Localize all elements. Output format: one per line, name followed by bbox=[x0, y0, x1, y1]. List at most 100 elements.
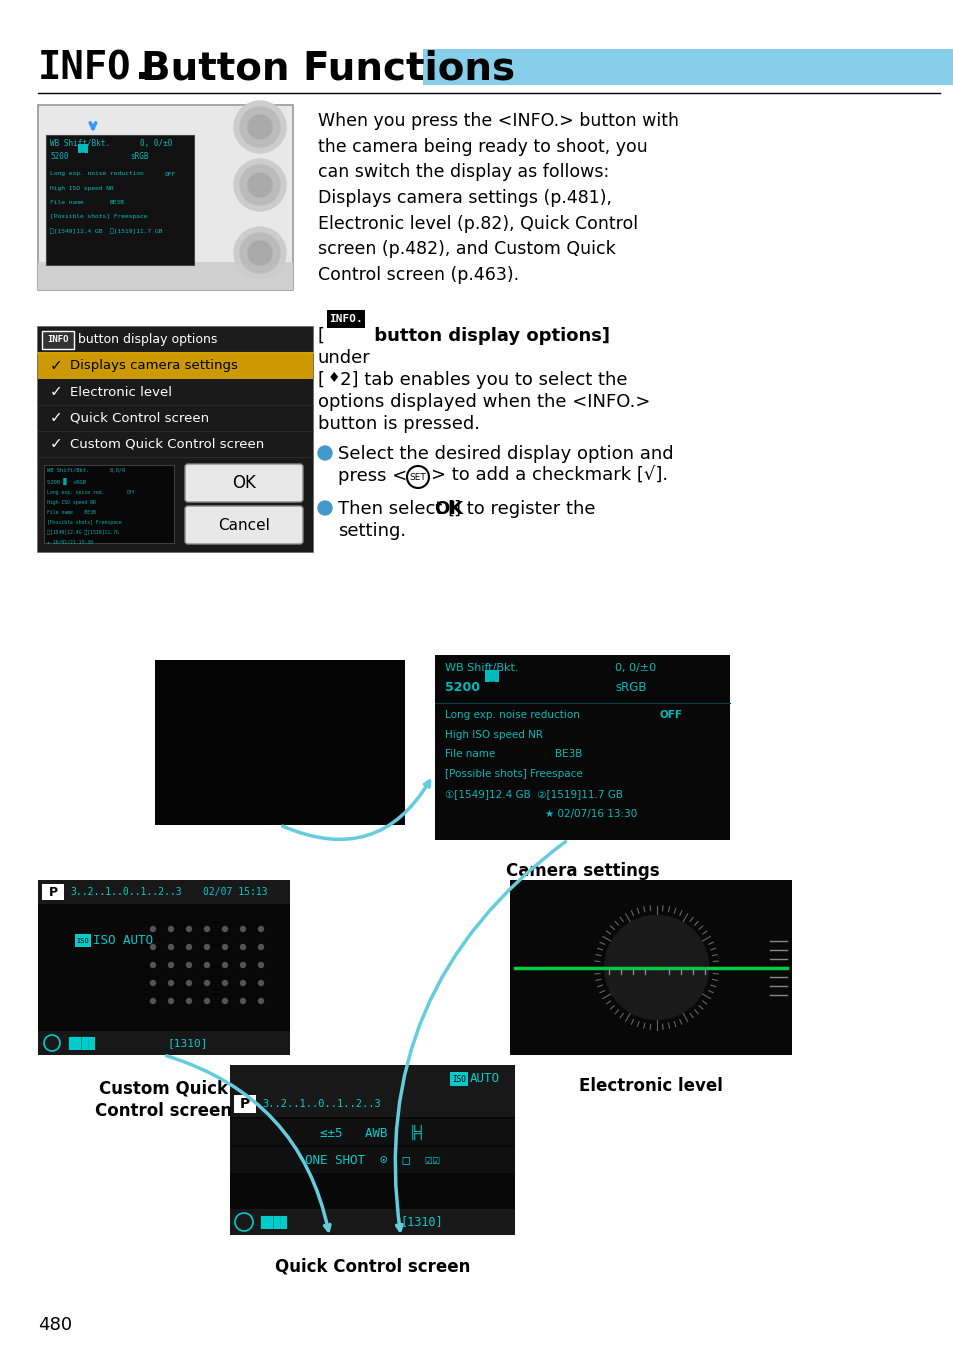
Text: ] to register the: ] to register the bbox=[454, 500, 595, 518]
FancyBboxPatch shape bbox=[154, 660, 405, 824]
Text: > to add a checkmark [√].: > to add a checkmark [√]. bbox=[431, 467, 667, 486]
Text: Custom Quick Control screen: Custom Quick Control screen bbox=[70, 437, 264, 451]
Circle shape bbox=[151, 981, 155, 986]
Circle shape bbox=[204, 998, 210, 1003]
Text: Then select [: Then select [ bbox=[337, 500, 455, 518]
Circle shape bbox=[240, 981, 245, 986]
FancyBboxPatch shape bbox=[38, 262, 293, 291]
Text: ①[1549]12.4G ②[1519]11.7G: ①[1549]12.4G ②[1519]11.7G bbox=[47, 530, 119, 535]
Circle shape bbox=[240, 944, 245, 950]
FancyBboxPatch shape bbox=[185, 464, 303, 502]
Circle shape bbox=[151, 963, 155, 967]
Circle shape bbox=[240, 963, 245, 967]
FancyBboxPatch shape bbox=[230, 1065, 515, 1235]
Text: Long exp. noise reduction: Long exp. noise reduction bbox=[50, 172, 144, 176]
Text: sRGB: sRGB bbox=[130, 152, 149, 161]
Circle shape bbox=[204, 927, 210, 932]
Text: Long exp. noise reduction: Long exp. noise reduction bbox=[444, 710, 579, 720]
Text: options displayed when the <INFO.>: options displayed when the <INFO.> bbox=[317, 393, 650, 412]
Text: File name: File name bbox=[50, 200, 84, 204]
Text: press <: press < bbox=[337, 467, 407, 486]
FancyBboxPatch shape bbox=[185, 506, 303, 543]
Circle shape bbox=[151, 927, 155, 932]
Text: ONE SHOT  ⊙  □  ☑☑: ONE SHOT ⊙ □ ☑☑ bbox=[305, 1154, 439, 1166]
Circle shape bbox=[186, 998, 192, 1003]
FancyBboxPatch shape bbox=[230, 1119, 515, 1145]
Circle shape bbox=[222, 927, 227, 932]
FancyBboxPatch shape bbox=[38, 327, 313, 352]
Text: AUTO: AUTO bbox=[470, 1072, 499, 1085]
Circle shape bbox=[258, 927, 263, 932]
Circle shape bbox=[258, 998, 263, 1003]
Circle shape bbox=[222, 981, 227, 986]
Text: ♦: ♦ bbox=[328, 371, 340, 385]
FancyBboxPatch shape bbox=[422, 48, 952, 85]
Text: OK: OK bbox=[232, 473, 255, 492]
Text: K: K bbox=[489, 681, 494, 690]
Text: File name    BE3B: File name BE3B bbox=[47, 510, 95, 515]
FancyBboxPatch shape bbox=[230, 1147, 515, 1173]
Circle shape bbox=[248, 174, 272, 196]
Circle shape bbox=[169, 998, 173, 1003]
Circle shape bbox=[169, 927, 173, 932]
FancyBboxPatch shape bbox=[42, 884, 64, 900]
Text: P: P bbox=[49, 885, 57, 898]
Text: Quick Control screen: Quick Control screen bbox=[70, 412, 209, 425]
FancyBboxPatch shape bbox=[230, 1209, 515, 1235]
Text: Select the desired display option and: Select the desired display option and bbox=[337, 445, 673, 463]
Text: BE3B: BE3B bbox=[555, 749, 581, 760]
FancyBboxPatch shape bbox=[230, 1065, 515, 1091]
Text: 0, 0/±0: 0, 0/±0 bbox=[140, 139, 172, 148]
Text: High ISO speed NR: High ISO speed NR bbox=[47, 500, 95, 504]
Text: ★ 16/01/21 13:30: ★ 16/01/21 13:30 bbox=[47, 539, 92, 545]
FancyBboxPatch shape bbox=[327, 309, 365, 328]
Circle shape bbox=[186, 963, 192, 967]
Text: Camera settings: Camera settings bbox=[505, 862, 659, 880]
FancyBboxPatch shape bbox=[38, 880, 290, 1054]
Text: K: K bbox=[81, 152, 85, 157]
Circle shape bbox=[169, 944, 173, 950]
FancyBboxPatch shape bbox=[46, 134, 193, 265]
Text: WB Shift/Bkt.: WB Shift/Bkt. bbox=[47, 468, 90, 473]
FancyBboxPatch shape bbox=[38, 327, 313, 551]
FancyBboxPatch shape bbox=[450, 1072, 468, 1085]
Circle shape bbox=[233, 227, 286, 278]
Circle shape bbox=[204, 981, 210, 986]
Text: [Possible shots] Freespace: [Possible shots] Freespace bbox=[47, 521, 122, 525]
Text: 2] tab enables you to select the: 2] tab enables you to select the bbox=[339, 371, 627, 389]
Text: 0,0/0: 0,0/0 bbox=[110, 468, 126, 473]
Circle shape bbox=[151, 998, 155, 1003]
Circle shape bbox=[169, 981, 173, 986]
Text: button display options]: button display options] bbox=[368, 327, 609, 346]
Text: ①[1549]12.4 GB  ②[1519]11.7 GB: ①[1549]12.4 GB ②[1519]11.7 GB bbox=[444, 790, 622, 799]
Text: Off: Off bbox=[127, 490, 135, 495]
Text: ★ 02/07/16 13:30: ★ 02/07/16 13:30 bbox=[544, 808, 637, 819]
Text: [1310]: [1310] bbox=[168, 1038, 209, 1048]
Text: ISO: ISO bbox=[76, 937, 90, 944]
Text: High ISO speed NR: High ISO speed NR bbox=[444, 729, 542, 740]
Text: Button Functions: Button Functions bbox=[141, 48, 515, 87]
Text: ✓: ✓ bbox=[50, 437, 62, 452]
Text: 5200 █  sRGB: 5200 █ sRGB bbox=[47, 477, 86, 486]
Text: 480: 480 bbox=[38, 1315, 72, 1334]
Circle shape bbox=[169, 963, 173, 967]
FancyBboxPatch shape bbox=[233, 1095, 255, 1114]
Text: INFO.: INFO. bbox=[38, 48, 154, 87]
Circle shape bbox=[151, 944, 155, 950]
Text: File name: File name bbox=[444, 749, 495, 760]
Text: SET: SET bbox=[409, 472, 426, 482]
Circle shape bbox=[204, 944, 210, 950]
Text: [1310]: [1310] bbox=[399, 1216, 442, 1228]
Text: 3..2..1..0..1..2..3: 3..2..1..0..1..2..3 bbox=[70, 886, 181, 897]
Text: Long exp. noise red.: Long exp. noise red. bbox=[47, 490, 105, 495]
Text: 5200: 5200 bbox=[444, 681, 479, 694]
Circle shape bbox=[222, 944, 227, 950]
Text: Custom Quick
Control screen: Custom Quick Control screen bbox=[95, 1080, 233, 1120]
Text: ISO: ISO bbox=[452, 1075, 465, 1084]
Circle shape bbox=[186, 981, 192, 986]
Text: ████: ████ bbox=[260, 1216, 287, 1228]
FancyBboxPatch shape bbox=[484, 670, 498, 682]
Text: Electronic level: Electronic level bbox=[578, 1077, 722, 1095]
Text: [: [ bbox=[317, 327, 325, 346]
Circle shape bbox=[222, 998, 227, 1003]
